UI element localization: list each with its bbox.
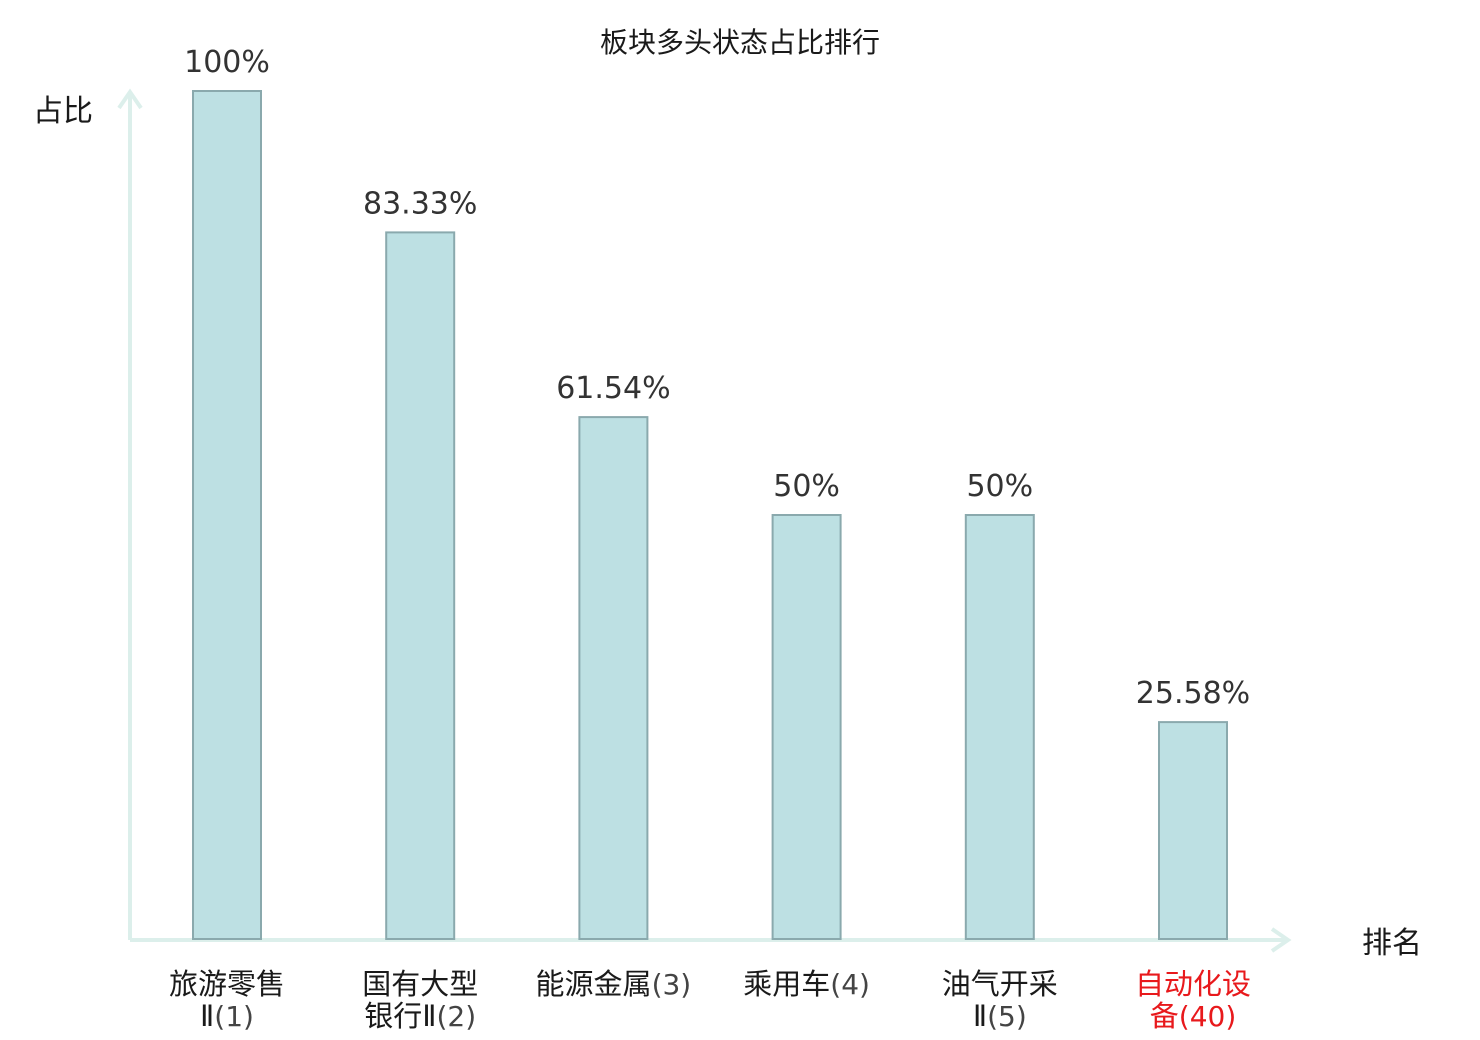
category-name-line2: Ⅱ(1) [200, 999, 254, 1033]
bar [1158, 721, 1228, 940]
category-label: 油气开采 Ⅱ(5) [942, 967, 1058, 1033]
category-name-line2: 银行Ⅱ(2) [364, 999, 476, 1033]
bar [578, 416, 649, 941]
category-name-line1: 国有大型 [362, 967, 478, 1001]
bar-value-label: 25.58% [1136, 676, 1250, 711]
category-name: 乘用车 [743, 967, 830, 1001]
value-labels-group: 100% 83.33% 61.54% 50% 50% 25.58% [184, 45, 1250, 711]
bar-value-label: 100% [184, 45, 270, 80]
category-rank: (4) [830, 968, 870, 1001]
bars-group [192, 90, 1228, 941]
category-label: 自动化设备(40) [1135, 967, 1251, 1033]
category-rank: (2) [437, 1000, 477, 1033]
category-name-line1: 油气开采 [942, 967, 1058, 1001]
chart-title: 板块多头状态占比排行 [600, 26, 880, 59]
bar-value-label: 61.54% [556, 371, 670, 406]
category-label: 乘用车(4) [743, 967, 870, 1001]
category-name-line1: 自动化设 [1135, 967, 1251, 1001]
category-name-line2: Ⅱ(5) [973, 999, 1027, 1033]
category-rank: (3) [652, 968, 692, 1001]
category-name-line2: 备(40) [1150, 999, 1237, 1033]
x-axis [130, 927, 1292, 953]
y-axis-arrow-icon [117, 88, 143, 110]
y-axis [117, 88, 143, 940]
category-label: 国有大型银行Ⅱ(2) [362, 967, 478, 1033]
category-name-rest: Ⅱ [973, 999, 987, 1033]
category-rank: (40) [1179, 1000, 1236, 1033]
y-axis-label: 占比 [33, 94, 93, 129]
bar-value-label: 83.33% [363, 186, 477, 221]
x-axis-arrow-icon [1270, 927, 1292, 953]
category-name-rest: 备 [1150, 999, 1179, 1033]
bar [964, 514, 1035, 940]
category-name-line1: 旅游零售 [169, 967, 285, 1001]
category-label: 能源金属(3) [536, 967, 692, 1001]
category-labels-group: 旅游零售 Ⅱ(1)国有大型银行Ⅱ(2)能源金属(3) 乘用车(4) 油气开采 Ⅱ(5)自… [169, 967, 1251, 1033]
bar [385, 231, 456, 940]
bar-value-label: 50% [773, 469, 840, 504]
bar [192, 90, 262, 940]
category-name: 能源金属 [536, 967, 652, 1001]
category-rank: (5) [987, 1000, 1027, 1033]
bar-value-label: 50% [966, 469, 1033, 504]
category-rank: (1) [214, 1000, 254, 1033]
category-name-rest: 银行Ⅱ [364, 999, 436, 1033]
category-label: 旅游零售 Ⅱ(1) [169, 967, 285, 1033]
category-name-rest: Ⅱ [200, 999, 214, 1033]
bar [771, 514, 842, 940]
x-axis-label: 排名 [1362, 926, 1422, 961]
